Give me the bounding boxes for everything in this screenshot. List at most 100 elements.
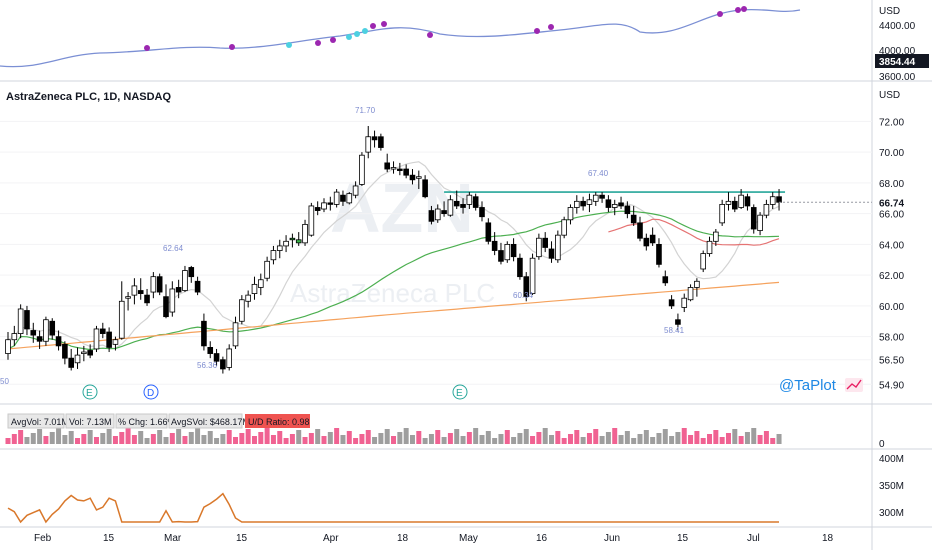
candle[interactable] bbox=[239, 295, 245, 325]
candle[interactable] bbox=[656, 238, 662, 268]
candle[interactable] bbox=[81, 345, 87, 362]
candle[interactable] bbox=[169, 281, 176, 317]
candle[interactable] bbox=[763, 199, 770, 219]
candle[interactable] bbox=[529, 253, 536, 296]
candle[interactable] bbox=[144, 288, 150, 306]
candle[interactable] bbox=[498, 242, 504, 265]
candle[interactable] bbox=[681, 293, 688, 313]
candle[interactable] bbox=[62, 341, 68, 365]
candle[interactable] bbox=[87, 344, 93, 359]
candle[interactable] bbox=[485, 218, 492, 245]
candle[interactable] bbox=[137, 278, 144, 300]
candle[interactable] bbox=[428, 205, 435, 225]
candle[interactable] bbox=[434, 204, 441, 223]
candle[interactable] bbox=[415, 170, 422, 190]
candle[interactable] bbox=[460, 198, 466, 214]
candle[interactable] bbox=[30, 322, 37, 343]
candle[interactable] bbox=[182, 265, 188, 293]
candle[interactable] bbox=[447, 195, 454, 217]
candle[interactable] bbox=[630, 205, 637, 226]
candle[interactable] bbox=[270, 245, 277, 265]
candle[interactable] bbox=[523, 272, 530, 302]
candle[interactable] bbox=[314, 201, 321, 216]
candle[interactable] bbox=[264, 256, 270, 282]
candle[interactable] bbox=[668, 295, 675, 309]
candle[interactable] bbox=[289, 233, 296, 248]
chart-title[interactable]: AstraZeneca PLC, 1D, NASDAQ bbox=[6, 91, 171, 103]
candle[interactable] bbox=[106, 327, 112, 353]
candle[interactable] bbox=[245, 290, 251, 308]
candle[interactable] bbox=[384, 153, 390, 173]
candle[interactable] bbox=[346, 192, 353, 205]
candle[interactable] bbox=[333, 189, 340, 208]
candle[interactable] bbox=[624, 201, 631, 219]
candle[interactable] bbox=[504, 241, 511, 263]
candle[interactable] bbox=[112, 336, 119, 351]
candle[interactable] bbox=[561, 216, 567, 239]
candle[interactable] bbox=[175, 279, 182, 299]
candle[interactable] bbox=[592, 192, 599, 206]
candle[interactable] bbox=[725, 192, 732, 211]
candle[interactable] bbox=[732, 196, 738, 213]
candle[interactable] bbox=[441, 201, 447, 217]
candle[interactable] bbox=[687, 284, 694, 302]
candle[interactable] bbox=[409, 169, 416, 185]
candle[interactable] bbox=[308, 202, 315, 237]
candle[interactable] bbox=[605, 195, 612, 213]
candle[interactable] bbox=[390, 161, 397, 174]
candle[interactable] bbox=[517, 253, 523, 280]
candle[interactable] bbox=[327, 196, 334, 211]
candle[interactable] bbox=[706, 236, 713, 257]
candle[interactable] bbox=[713, 229, 719, 246]
candle[interactable] bbox=[194, 276, 201, 296]
candle[interactable] bbox=[5, 332, 11, 360]
candle[interactable] bbox=[150, 272, 157, 299]
dividend-event-icon[interactable] bbox=[143, 384, 159, 400]
candle[interactable] bbox=[93, 325, 100, 353]
candle[interactable] bbox=[536, 233, 542, 260]
candle[interactable] bbox=[156, 273, 163, 296]
candle[interactable] bbox=[744, 193, 751, 211]
candle[interactable] bbox=[207, 341, 214, 359]
candle[interactable] bbox=[131, 278, 138, 305]
candle[interactable] bbox=[36, 330, 43, 349]
candle[interactable] bbox=[618, 196, 624, 210]
candle[interactable] bbox=[49, 318, 56, 340]
candle[interactable] bbox=[378, 133, 384, 151]
candle[interactable] bbox=[757, 212, 763, 236]
candle[interactable] bbox=[163, 284, 169, 319]
candle[interactable] bbox=[719, 199, 725, 226]
candle[interactable] bbox=[694, 278, 700, 297]
candle[interactable] bbox=[567, 204, 574, 225]
candle[interactable] bbox=[232, 316, 239, 349]
candle[interactable] bbox=[213, 348, 220, 366]
candle[interactable] bbox=[365, 125, 372, 159]
candle[interactable] bbox=[257, 273, 264, 296]
candle[interactable] bbox=[226, 344, 233, 371]
time-axis[interactable]: Feb 15 Mar 15 Apr 18 May 16 Jun 15 Jul 18 bbox=[34, 533, 834, 544]
candle[interactable] bbox=[188, 265, 195, 283]
earnings-event-icon[interactable] bbox=[452, 384, 468, 400]
candle[interactable] bbox=[574, 195, 580, 214]
candle[interactable] bbox=[359, 152, 365, 186]
candle[interactable] bbox=[750, 204, 757, 234]
candle[interactable] bbox=[74, 347, 81, 369]
candle[interactable] bbox=[220, 356, 226, 374]
earnings-event-icon[interactable] bbox=[82, 384, 98, 400]
candle[interactable] bbox=[276, 239, 283, 259]
candle[interactable] bbox=[55, 330, 62, 351]
candle[interactable] bbox=[472, 193, 479, 211]
candle[interactable] bbox=[675, 313, 681, 331]
candle[interactable] bbox=[17, 304, 24, 339]
candle[interactable] bbox=[637, 216, 643, 242]
candle[interactable] bbox=[100, 322, 106, 339]
candle[interactable] bbox=[68, 348, 75, 371]
candle[interactable] bbox=[649, 227, 656, 246]
candle[interactable] bbox=[555, 230, 561, 263]
candle[interactable] bbox=[397, 162, 403, 176]
candle[interactable] bbox=[580, 196, 586, 211]
candle[interactable] bbox=[769, 192, 776, 210]
candle[interactable] bbox=[43, 316, 49, 346]
candle[interactable] bbox=[466, 192, 473, 210]
candle[interactable] bbox=[491, 232, 498, 256]
